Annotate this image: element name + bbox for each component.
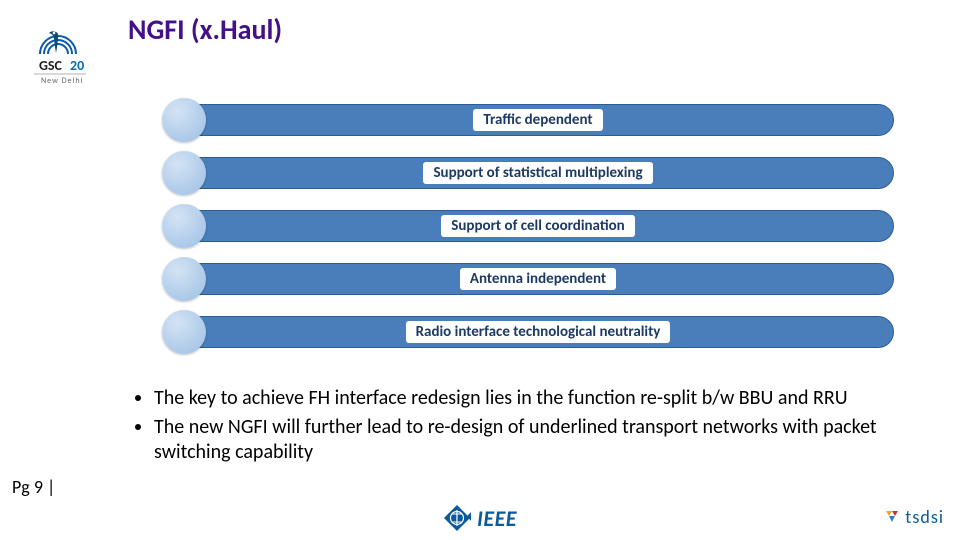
svg-text:20: 20 xyxy=(70,57,84,74)
feature-bubble-icon xyxy=(162,151,206,195)
feature-bubble-icon xyxy=(162,310,206,354)
tsdsi-logo: tsdsi xyxy=(883,506,944,528)
feature-pill: Radio interface technological neutrality xyxy=(182,316,894,348)
feature-pill: Traffic dependent xyxy=(182,104,894,136)
slide-title-text: NGFI (x.Haul) xyxy=(128,12,282,47)
svg-text:New Delhi: New Delhi xyxy=(41,76,83,86)
slide: GSC 20 New Delhi NGFI (x.Haul) Traffic d… xyxy=(0,0,960,540)
feature-bars: Traffic dependent Support of statistical… xyxy=(162,98,894,363)
bullet-item: The key to achieve FH interface redesign… xyxy=(154,386,914,411)
feature-label: Support of statistical multiplexing xyxy=(423,162,652,184)
feature-bubble-icon xyxy=(162,98,206,142)
feature-label: Support of cell coordination xyxy=(441,215,634,237)
ieee-diamond-icon xyxy=(443,504,471,532)
tsdsi-text: tsdsi xyxy=(905,506,944,528)
bullet-text: The key to achieve FH interface redesign… xyxy=(154,386,848,410)
page-number: Pg 9 | xyxy=(12,476,55,498)
svg-text:GSC: GSC xyxy=(39,57,63,74)
bullet-item: The new NGFI will further lead to re-des… xyxy=(154,415,914,465)
bullet-list: The key to achieve FH interface redesign… xyxy=(114,386,914,469)
feature-bar: Radio interface technological neutrality xyxy=(162,310,894,354)
ieee-logo: IEEE xyxy=(443,504,517,532)
gsc20-logo-svg: GSC 20 New Delhi xyxy=(24,20,96,92)
feature-bar: Support of statistical multiplexing xyxy=(162,151,894,195)
ieee-text: IEEE xyxy=(477,505,517,532)
gsc20-logo: GSC 20 New Delhi xyxy=(24,20,96,97)
bullet-text: The new NGFI will further lead to re-des… xyxy=(154,415,877,464)
feature-pill: Support of statistical multiplexing xyxy=(182,157,894,189)
slide-title: NGFI (x.Haul) xyxy=(128,12,282,47)
feature-bar: Antenna independent xyxy=(162,257,894,301)
feature-bar: Support of cell coordination xyxy=(162,204,894,248)
feature-bubble-icon xyxy=(162,257,206,301)
feature-bar: Traffic dependent xyxy=(162,98,894,142)
feature-label: Antenna independent xyxy=(460,268,616,290)
tsdsi-triangles-icon xyxy=(883,508,901,526)
feature-bubble-icon xyxy=(162,204,206,248)
feature-pill: Support of cell coordination xyxy=(182,210,894,242)
feature-pill: Antenna independent xyxy=(182,263,894,295)
feature-label: Traffic dependent xyxy=(473,109,602,131)
feature-label: Radio interface technological neutrality xyxy=(406,321,671,343)
